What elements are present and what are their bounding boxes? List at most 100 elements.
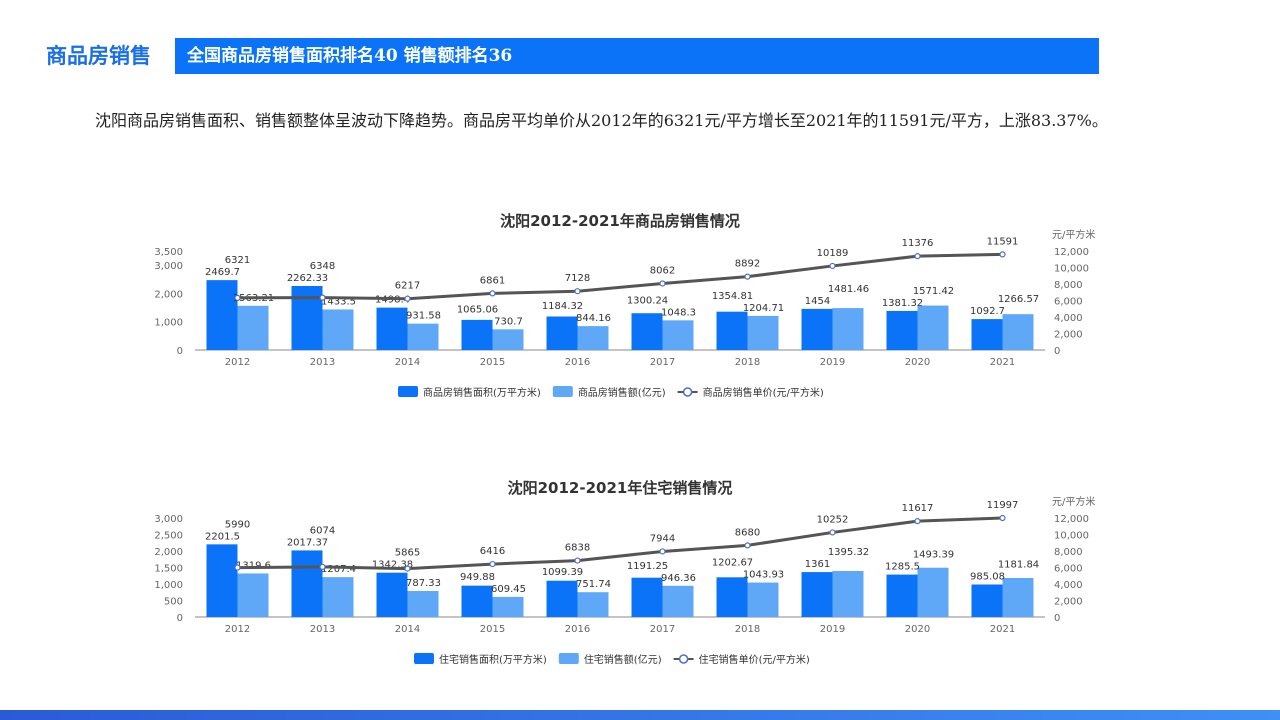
data-label-amount: 1395.32: [828, 547, 869, 558]
y-tick-label: 3,000: [154, 514, 183, 525]
data-label-amount: 609.45: [491, 584, 526, 595]
price-line: [237, 516, 1003, 571]
price-point: [659, 548, 666, 555]
x-tick-label: 2015: [480, 624, 505, 635]
banner-title: 全国商品房销售面积排名40 销售额排名36: [175, 38, 1099, 74]
data-label-amount: 1493.39: [913, 550, 954, 561]
data-label-price: 11591: [987, 236, 1019, 247]
bar-amount: [662, 320, 694, 350]
x-tick-label: 2014: [395, 624, 420, 635]
bar-amount: [747, 315, 779, 350]
data-label-amount: 931.58: [406, 311, 441, 322]
y-tick-label: 500: [164, 597, 183, 608]
y2-tick-label: 8,000: [1054, 547, 1083, 558]
legend-label: 住宅销售面积(万平方米): [439, 653, 547, 666]
x-tick-label: 2019: [820, 624, 845, 635]
data-label-price: 6074: [310, 525, 335, 536]
data-label-amount: 1043.93: [743, 570, 784, 581]
data-label-price: 7944: [650, 533, 675, 544]
y2-tick-label: 10,000: [1054, 264, 1089, 275]
bar-area: [801, 308, 833, 350]
data-label-amount: 1266.57: [998, 294, 1039, 305]
bar-amount: [1002, 314, 1034, 350]
price-point: [914, 253, 921, 260]
price-line: [237, 252, 1003, 301]
data-label-area: 1191.25: [627, 561, 668, 572]
bar-amount: [492, 329, 524, 350]
section-title: 商品房销售: [46, 43, 151, 68]
y-tick-label: 0: [177, 613, 183, 624]
y2-tick-label: 2,000: [1054, 597, 1083, 608]
data-label-area: 1099.39: [542, 567, 583, 578]
x-tick-label: 2017: [650, 624, 675, 635]
data-label-price: 8680: [735, 527, 760, 538]
data-label-area: 2201.5: [205, 531, 240, 542]
y-tick-label: 3,500: [154, 247, 183, 258]
price-point: [574, 288, 581, 295]
bar-area: [631, 577, 663, 617]
data-label-amount: 946.36: [661, 573, 696, 584]
data-label-amount: 751.74: [576, 579, 611, 590]
x-tick-label: 2018: [735, 357, 760, 368]
y-tick-label: 1,500: [154, 564, 183, 575]
y-tick-label: 2,000: [154, 289, 183, 300]
data-label-price: 6348: [310, 261, 335, 272]
x-tick-label: 2016: [565, 624, 590, 635]
data-label-price: 11617: [902, 503, 934, 514]
x-tick-label: 2020: [905, 357, 930, 368]
data-label-price: 10252: [817, 514, 849, 525]
y2-tick-label: 6,000: [1054, 564, 1083, 575]
bar-amount: [577, 592, 609, 617]
data-label-amount: 1207.4: [321, 564, 356, 575]
data-label-price: 8892: [735, 259, 760, 270]
bar-area: [376, 307, 408, 350]
data-label-amount: 1481.46: [828, 284, 869, 295]
bar-amount: [577, 326, 609, 350]
price-point: [234, 294, 241, 301]
legend-swatch: [552, 386, 573, 397]
bar-area: [886, 574, 918, 617]
data-label-price: 6861: [480, 275, 505, 286]
price-point: [744, 273, 751, 280]
data-label-area: 1184.32: [542, 301, 583, 312]
data-label-price: 11997: [987, 500, 1019, 511]
price-point: [659, 280, 666, 287]
y-tick-label: 3,000: [154, 261, 183, 272]
bar-area: [206, 280, 238, 350]
data-label-area: 1454: [805, 296, 830, 307]
x-tick-label: 2012: [225, 624, 250, 635]
y2-tick-label: 0: [1054, 613, 1060, 624]
price-point: [914, 518, 921, 525]
price-point: [489, 560, 496, 568]
data-label-amount: 730.7: [494, 316, 523, 327]
x-tick-label: 2020: [905, 624, 930, 635]
data-label-area: 985.08: [970, 571, 1005, 582]
x-tick-label: 2015: [480, 357, 505, 368]
bar-amount: [747, 582, 779, 617]
legend-label: 商品房销售额(亿元): [578, 386, 666, 399]
bar-area: [291, 286, 323, 350]
y-tick-label: 2,500: [154, 531, 183, 542]
bar-amount: [492, 596, 524, 617]
data-label-area: 949.88: [460, 572, 495, 583]
bar-amount: [832, 570, 864, 617]
bar-area: [461, 585, 493, 617]
bar-amount: [917, 567, 949, 617]
bar-area: [971, 319, 1003, 350]
data-label-area: 1354.81: [712, 291, 753, 302]
data-label-area: 1092.7: [970, 306, 1005, 317]
data-label-price: 10189: [817, 248, 849, 259]
data-label-price: 8062: [650, 265, 675, 276]
y-tick-label: 2,000: [154, 547, 183, 558]
price-point: [319, 563, 326, 570]
y2-tick-label: 6,000: [1054, 297, 1083, 308]
y2-tick-label: 4,000: [1054, 580, 1083, 591]
legend-label: 住宅销售额(亿元): [584, 653, 662, 666]
y2-tick-label: 2,000: [1054, 330, 1083, 341]
x-tick-label: 2017: [650, 357, 675, 368]
legend-label: 商品房销售单价(元/平方米): [703, 386, 824, 399]
bar-area: [546, 316, 578, 350]
data-label-price: 11376: [902, 238, 934, 249]
price-point: [744, 542, 751, 549]
